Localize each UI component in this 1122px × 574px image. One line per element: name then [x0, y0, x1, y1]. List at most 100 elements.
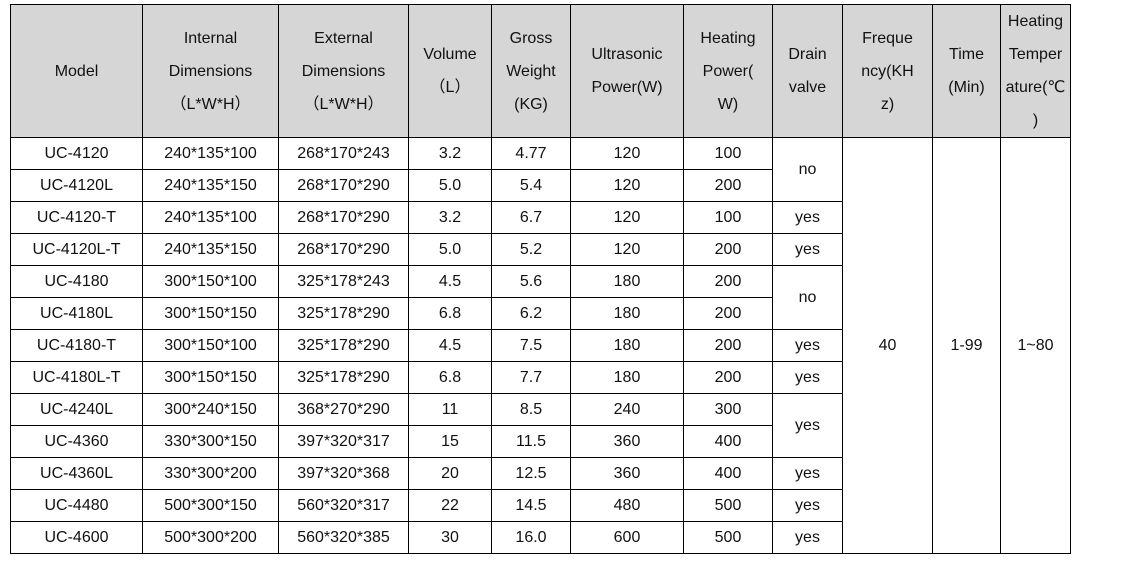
- table-cell: 325*178*290: [278, 361, 409, 394]
- table-cell: 300*150*150: [142, 361, 279, 394]
- header-cell: Heating Temper ature(℃ ): [1000, 4, 1071, 138]
- table-cell: 7.5: [491, 329, 571, 362]
- table-cell: 368*270*290: [278, 393, 409, 426]
- table-cell: 330*300*200: [142, 457, 279, 490]
- header-cell: Drain valve: [772, 4, 843, 138]
- table-cell: 560*320*317: [278, 489, 409, 522]
- table-cell: 8.5: [491, 393, 571, 426]
- table-cell: 300*240*150: [142, 393, 279, 426]
- header-cell: Time (Min): [932, 4, 1001, 138]
- table-row: UC-4360 330*300*150 397*320*317 15 11.5 360 40…: [10, 425, 1071, 458]
- table-cell: UC-4120L: [10, 169, 143, 202]
- table-cell: 5.0: [408, 169, 492, 202]
- table-cell: 325*178*290: [278, 297, 409, 330]
- table-cell: 240*135*100: [142, 201, 279, 234]
- table-cell: yes: [772, 457, 843, 490]
- table-cell: 180: [570, 297, 684, 330]
- table-cell: 22: [408, 489, 492, 522]
- table-row: UC-4120L 240*135*150 268*170*290 5.0 5.4 120 2…: [10, 169, 1071, 202]
- table-cell: 4.5: [408, 329, 492, 362]
- table-cell: 180: [570, 265, 684, 298]
- table-cell: 397*320*317: [278, 425, 409, 458]
- table-cell: UC-4120-T: [10, 201, 143, 234]
- table-cell: 330*300*150: [142, 425, 279, 458]
- table-cell: UC-4180-T: [10, 329, 143, 362]
- table-row: UC-4120L-T 240*135*150 268*170*290 5.0 5.2 12…: [10, 233, 1071, 266]
- table-cell: UC-4480: [10, 489, 143, 522]
- table-cell: 3.2: [408, 137, 492, 170]
- header-cell: Model: [10, 4, 143, 138]
- table-cell: 400: [683, 425, 773, 458]
- table-cell: yes: [772, 201, 843, 234]
- table-cell: 180: [570, 361, 684, 394]
- table-cell: 397*320*368: [278, 457, 409, 490]
- table-cell: 11: [408, 393, 492, 426]
- table-cell: 6.8: [408, 297, 492, 330]
- header-cell: Internal Dimensions （L*W*H）: [142, 4, 279, 138]
- table-cell: 200: [683, 361, 773, 394]
- header-cell: Gross Weight (KG): [491, 4, 571, 138]
- table-cell: 5.0: [408, 233, 492, 266]
- table-cell: UC-4120L-T: [10, 233, 143, 266]
- header-cell: External Dimensions （L*W*H）: [278, 4, 409, 138]
- table-row: UC-4240L 300*240*150 368*270*290 11 8.5 240 30…: [10, 393, 1071, 458]
- table-row: UC-4480 500*300*150 560*320*317 22 14.5 480 50…: [10, 489, 1071, 522]
- table-cell: no: [772, 265, 843, 330]
- table-header: Model Internal Dimensions （L*W*H） External…: [10, 4, 1071, 138]
- header-cell: Heating Power( W): [683, 4, 773, 138]
- table-cell: 100: [683, 201, 773, 234]
- table-cell: 200: [683, 329, 773, 362]
- header-cell: Freque ncy(KH z): [842, 4, 933, 138]
- shared-cell: 1~80: [1000, 137, 1071, 554]
- table-cell: 5.6: [491, 265, 571, 298]
- shared-cell: 40: [842, 137, 933, 554]
- table-cell: 200: [683, 169, 773, 202]
- table-cell: 120: [570, 169, 684, 202]
- table-cell: 20: [408, 457, 492, 490]
- table-cell: 200: [683, 297, 773, 330]
- table-cell: 16.0: [491, 521, 571, 554]
- table-cell: 268*170*290: [278, 233, 409, 266]
- table-cell: 240*135*100: [142, 137, 279, 170]
- table-cell: 200: [683, 233, 773, 266]
- table-cell: 300*150*150: [142, 297, 279, 330]
- table-cell: UC-4180: [10, 265, 143, 298]
- table-cell: 300*150*100: [142, 265, 279, 298]
- table-cell: 120: [570, 137, 684, 170]
- table-row: UC-4600 500*300*200 560*320*385 30 16.0 600 50…: [10, 521, 1071, 554]
- table-cell: UC-4360: [10, 425, 143, 458]
- table-cell: 3.2: [408, 201, 492, 234]
- table-cell: 7.7: [491, 361, 571, 394]
- table-cell: 12.5: [491, 457, 571, 490]
- table-cell: 30: [408, 521, 492, 554]
- table-cell: 268*170*290: [278, 169, 409, 202]
- table-cell: no: [772, 137, 843, 202]
- table-row: UC-4180L 300*150*150 325*178*290 6.8 6.2 180 2…: [10, 297, 1071, 330]
- table-cell: yes: [772, 393, 843, 458]
- table-cell: yes: [772, 489, 843, 522]
- table-cell: 268*170*243: [278, 137, 409, 170]
- table-cell: yes: [772, 329, 843, 362]
- table-cell: 11.5: [491, 425, 571, 458]
- table-cell: 560*320*385: [278, 521, 409, 554]
- table-row: UC-4180-T 300*150*100 325*178*290 4.5 7.5 180…: [10, 329, 1071, 362]
- table-cell: yes: [772, 521, 843, 554]
- table-cell: UC-4180L-T: [10, 361, 143, 394]
- table-cell: 14.5: [491, 489, 571, 522]
- table-cell: 500: [683, 521, 773, 554]
- table-cell: 500*300*200: [142, 521, 279, 554]
- table-row: UC-4180L-T 300*150*150 325*178*290 6.8 7.7 18…: [10, 361, 1071, 394]
- table-cell: UC-4180L: [10, 297, 143, 330]
- table-cell: 6.2: [491, 297, 571, 330]
- table-cell: 6.7: [491, 201, 571, 234]
- table-cell: UC-4120: [10, 137, 143, 170]
- table-cell: 360: [570, 457, 684, 490]
- table-cell: 4.77: [491, 137, 571, 170]
- table-cell: UC-4240L: [10, 393, 143, 426]
- table-cell: yes: [772, 233, 843, 266]
- table-cell: 500*300*150: [142, 489, 279, 522]
- table-cell: 300: [683, 393, 773, 426]
- table-body: UC-4120 240*135*100 268*170*243 3.2 4.77 120 1…: [10, 137, 1071, 554]
- table-cell: 325*178*290: [278, 329, 409, 362]
- header-cell: Ultrasonic Power(W): [570, 4, 684, 138]
